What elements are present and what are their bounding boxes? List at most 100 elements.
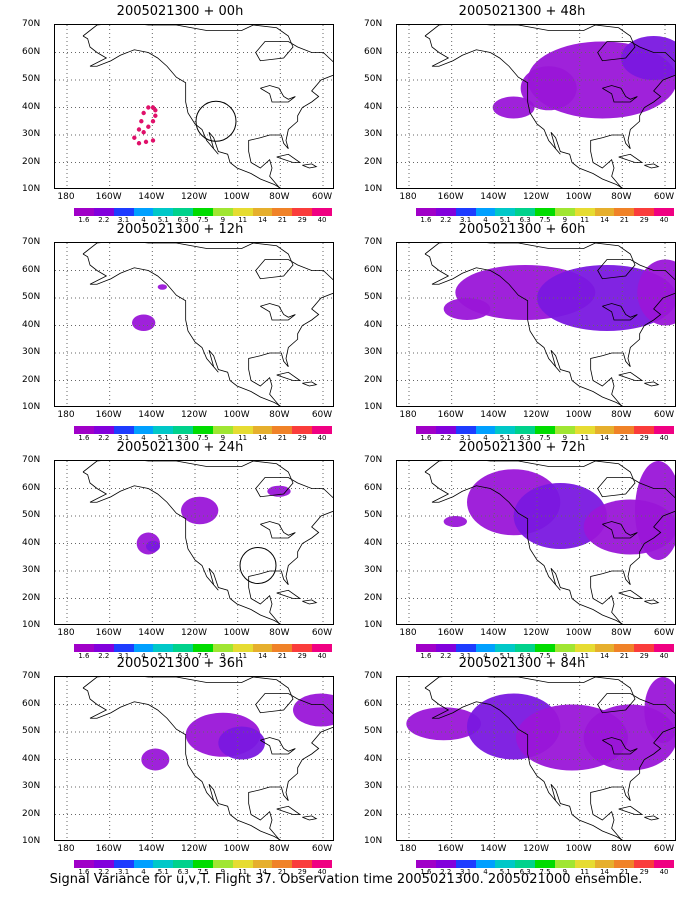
colorbar-swatch xyxy=(515,208,536,216)
coastline xyxy=(618,589,644,599)
lon-tick-label: 180 xyxy=(399,844,417,854)
colorbar-label: 29 xyxy=(297,652,307,660)
signal-variance-region xyxy=(443,298,491,320)
lat-tick-label: 70N xyxy=(364,237,383,247)
colorbar-swatch xyxy=(614,208,635,216)
colorbar-swatch xyxy=(74,644,94,652)
lon-tick-label: 80W xyxy=(611,410,632,420)
coastline xyxy=(276,153,302,163)
map-area xyxy=(396,676,676,841)
coastline xyxy=(82,461,333,624)
colorbar-label: 40 xyxy=(659,216,669,224)
signal-variance-region xyxy=(157,284,167,290)
colorbar-swatch xyxy=(153,208,174,216)
lat-tick-label: 20N xyxy=(364,808,383,819)
colorbar-label: 9 xyxy=(562,868,568,876)
colorbar-label: 6.3 xyxy=(519,216,531,224)
colorbar-label: 5.1 xyxy=(157,868,169,876)
lon-tick-label: 160W xyxy=(437,844,464,854)
colorbar xyxy=(416,860,674,868)
lon-tick-label: 60W xyxy=(653,628,675,638)
colorbar-swatch xyxy=(435,208,456,216)
colorbar-label: 3.1 xyxy=(118,216,130,224)
lat-tick-label: 20N xyxy=(22,808,41,819)
lat-tick-label: 10N xyxy=(22,184,41,194)
colorbar-swatch xyxy=(535,644,555,652)
colorbar-label: 7.5 xyxy=(539,216,551,224)
colorbar-label: 1.6 xyxy=(78,434,90,442)
coastline xyxy=(260,303,296,321)
colorbar-swatch xyxy=(232,208,253,216)
panel-title: 2005021300 + 84h xyxy=(458,656,586,671)
colorbar-label: 9 xyxy=(562,434,568,442)
signal-variance-region xyxy=(181,496,219,525)
lat-tick-label: 60N xyxy=(364,264,383,275)
signal-variance-region xyxy=(513,483,607,549)
colorbar-swatch xyxy=(252,860,273,868)
colorbar-swatch xyxy=(574,644,595,652)
lon-tick-label: 120W xyxy=(522,844,550,854)
colorbar-swatch xyxy=(435,860,456,868)
colorbar-label: 21 xyxy=(277,652,287,660)
colorbar-swatch xyxy=(212,860,233,868)
colorbar-swatch xyxy=(574,208,595,216)
colorbar-label: 7.5 xyxy=(539,868,551,876)
colorbar-label: 9 xyxy=(220,868,226,876)
colorbar-label: 40 xyxy=(317,868,327,876)
coastline xyxy=(424,461,675,624)
colorbar-swatch xyxy=(252,644,273,652)
coastline xyxy=(424,253,624,406)
colorbar-label: 5.1 xyxy=(499,434,511,442)
lat-tick-label: 20N xyxy=(364,374,383,385)
colorbar-label: 14 xyxy=(258,216,267,224)
lat-tick-label: 70N xyxy=(364,19,383,29)
lon-tick-label: 140W xyxy=(138,628,165,638)
lon-tick-label: 180 xyxy=(399,628,417,638)
colorbar xyxy=(74,860,332,868)
lon-tick-label: 100W xyxy=(223,844,250,854)
colorbar-label: 1.6 xyxy=(78,868,90,876)
colorbar-label: 11 xyxy=(580,652,590,660)
lon-tick-label: 160W xyxy=(95,844,122,854)
colorbar-label: 9 xyxy=(562,652,568,660)
colorbar-label: 4 xyxy=(141,434,146,442)
lat-tick-label: 10N xyxy=(364,620,383,630)
lon-tick-label: 80W xyxy=(269,192,290,202)
lat-tick-label: 10N xyxy=(364,184,383,194)
lon-tick-label: 120W xyxy=(180,628,208,638)
colorbar-label: 1.6 xyxy=(78,652,90,660)
colorbar-label: 7.5 xyxy=(197,652,209,660)
coastline xyxy=(302,815,318,821)
colorbar-swatch xyxy=(495,860,516,868)
coastline xyxy=(618,153,644,163)
coastline xyxy=(618,805,644,815)
lat-tick-label: 70N xyxy=(22,19,41,29)
lat-tick-label: 70N xyxy=(22,671,41,681)
colorbar-label: 5.1 xyxy=(157,652,169,660)
lon-tick-label: 80W xyxy=(269,628,290,638)
colorbar-label: 1.6 xyxy=(420,652,432,660)
colorbar-label: 2.2 xyxy=(98,868,110,876)
lon-tick-label: 120W xyxy=(180,192,208,202)
colorbar-swatch xyxy=(554,426,575,434)
coastline xyxy=(276,371,302,381)
map-panel-36h: 2005021300 + 36h 70N 60N 50N 40N 30N 20N 10N 180… xyxy=(20,656,340,876)
colorbar-label: 40 xyxy=(317,216,327,224)
colorbar xyxy=(416,426,674,434)
colorbar-swatch xyxy=(272,644,293,652)
colorbar-swatch xyxy=(113,208,134,216)
map-panel-60h: 2005021300 + 60h 70N 60N 50N 40N 30N 20N 10N 180… xyxy=(362,222,682,442)
colorbar-labels: 1.6 2.2 3.1 4 5.1 6.3 7.5 9 11 14 21 29 40 xyxy=(74,434,332,443)
colorbar-labels: 1.6 2.2 3.1 4 5.1 6.3 7.5 9 11 14 21 29 40 xyxy=(416,434,674,443)
signal-variance-region xyxy=(267,485,291,497)
colorbar-swatch xyxy=(133,208,154,216)
lat-tick-label: 40N xyxy=(22,319,41,330)
coastline xyxy=(644,381,660,387)
lat-tick-label: 50N xyxy=(364,74,383,84)
lat-tick-label: 20N xyxy=(22,156,41,167)
observation-point xyxy=(136,141,142,146)
colorbar-swatch xyxy=(272,426,293,434)
colorbar-label: 14 xyxy=(258,434,267,442)
lon-tick-label: 160W xyxy=(437,628,464,638)
map-area xyxy=(54,24,334,189)
